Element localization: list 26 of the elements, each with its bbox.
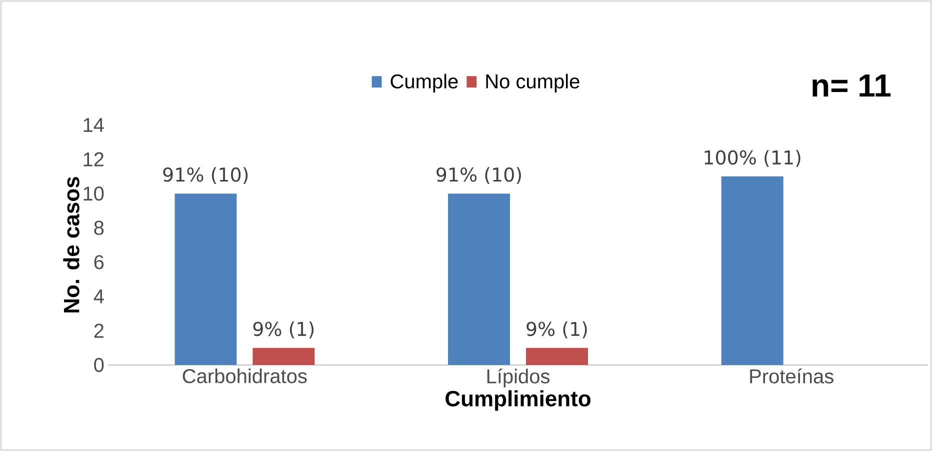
bar <box>721 176 784 365</box>
data-label: 91% (10) <box>436 167 521 184</box>
y-tick-label: 4 <box>94 290 104 304</box>
x-tick-label: Carbohidratos <box>182 368 307 384</box>
data-label: 91% (10) <box>163 167 248 184</box>
x-axis-title: Cumplimiento <box>446 390 590 411</box>
bar <box>252 348 315 365</box>
y-tick-label: 2 <box>94 324 104 338</box>
legend-label: No cumple <box>486 74 580 92</box>
bar <box>526 348 588 365</box>
data-label: 9% (1) <box>253 321 314 338</box>
x-tick-label: Proteínas <box>750 368 834 384</box>
y-axis-title: No. de casos <box>63 177 80 312</box>
y-tick-label: 0 <box>94 358 104 372</box>
data-label: 9% (1) <box>526 321 587 338</box>
y-tick-label: 6 <box>94 255 104 270</box>
y-tick-label: 12 <box>84 152 104 166</box>
bar <box>448 194 510 365</box>
x-tick-label: Lípidos <box>487 368 550 388</box>
y-tick-label: 10 <box>84 186 104 201</box>
y-tick-label: 14 <box>84 118 104 132</box>
legend-label: Cumple <box>390 74 458 92</box>
data-label: 100% (11) <box>704 150 800 167</box>
text: n= 11 <box>812 74 891 97</box>
y-tick-label: 8 <box>94 220 104 235</box>
bar <box>174 194 237 365</box>
